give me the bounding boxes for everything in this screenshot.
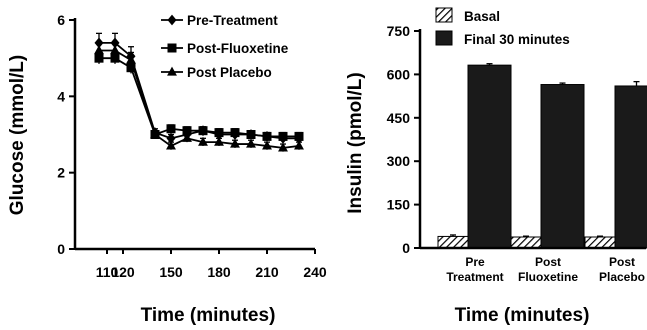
glucose-y-tick-label: 2 [57, 165, 65, 181]
insulin-category-label: Fluoxetine [518, 270, 578, 284]
glucose-data-point [294, 131, 304, 141]
glucose-x-tick-label: 110 [96, 264, 119, 280]
glucose-data-point [278, 131, 288, 141]
glucose-data-point [214, 128, 224, 138]
glucose-data-point [166, 124, 176, 134]
glucose-data-point [166, 132, 176, 144]
insulin-y-tick-label: 600 [387, 66, 411, 82]
glucose-data-point [198, 126, 208, 136]
glucose-legend-marker [167, 14, 177, 26]
glucose-legend-marker [167, 66, 177, 76]
glucose-x-tick-label: 210 [255, 264, 279, 280]
glucose-data-point [110, 45, 120, 55]
insulin-bar-chart: 0150300450600750PreTreatmentPostFluoxeti… [345, 7, 647, 326]
glucose-data-point [230, 128, 240, 138]
insulin-bar [510, 236, 542, 249]
glucose-data-point [182, 132, 192, 142]
glucose-y-tick-label: 6 [57, 12, 65, 28]
glucose-series-2 [94, 42, 304, 152]
insulin-y-axis-title: Insulin (pmol/L) [345, 72, 366, 213]
insulin-category-label: Treatment [446, 270, 503, 284]
insulin-category-label: Post [609, 255, 635, 269]
glucose-data-point [150, 129, 160, 139]
insulin-y-tick-label: 0 [402, 240, 410, 256]
glucose-y-tick-label: 0 [57, 241, 65, 257]
insulin-y-tick-label: 750 [387, 23, 411, 39]
glucose-data-point [198, 136, 208, 146]
glucose-legend-label: Post Placebo [187, 65, 272, 80]
glucose-data-point [182, 126, 192, 136]
glucose-data-point [262, 131, 272, 141]
insulin-bar [584, 236, 616, 249]
insulin-y-tick-label: 300 [387, 153, 411, 169]
insulin-legend-label: Final 30 minutes [464, 32, 570, 47]
insulin-bar [467, 64, 512, 249]
glucose-data-point [214, 136, 224, 146]
glucose-x-axis-title: Time (minutes) [141, 305, 276, 326]
insulin-y-tick-label: 150 [387, 197, 411, 213]
glucose-data-point [166, 140, 176, 150]
glucose-x-tick-label: 150 [159, 264, 183, 280]
glucose-data-point [230, 138, 240, 148]
insulin-bar [437, 235, 469, 249]
insulin-category-label: Post [535, 255, 561, 269]
insulin-legend-swatch [435, 30, 453, 46]
glucose-x-tick-label: 120 [111, 264, 135, 280]
insulin-bar [540, 84, 585, 249]
glucose-legend-label: Post-Fluoxetine [187, 41, 289, 56]
glucose-y-axis-title: Glucose (mmol/L) [7, 55, 28, 215]
glucose-data-point [262, 140, 272, 150]
insulin-legend: Basal Final 30 minutes [435, 7, 570, 47]
insulin-legend-label: Basal [464, 9, 500, 24]
insulin-legend-swatch [435, 7, 453, 23]
glucose-legend-label: Pre-Treatment [187, 13, 278, 28]
glucose-data-point [294, 140, 304, 150]
glucose-y-tick-label: 4 [57, 88, 65, 104]
glucose-data-point [246, 130, 256, 139]
insulin-category-label: Pre [465, 255, 485, 269]
glucose-data-point [246, 138, 256, 148]
glucose-data-point [278, 142, 288, 152]
glucose-x-tick-label: 180 [207, 264, 231, 280]
glucose-data-point [126, 54, 136, 64]
glucose-x-tick-label: 240 [303, 264, 327, 280]
insulin-x-axis-title: Time (minutes) [455, 305, 590, 326]
glucose-legend-marker [167, 43, 177, 53]
glucose-data-point [94, 45, 104, 55]
glucose-legend: Pre-Treatment Post-Fluoxetine Post Placebo [161, 13, 289, 80]
insulin-bar [614, 85, 647, 249]
insulin-y-tick-label: 450 [387, 110, 411, 126]
insulin-category-label: Placebo [599, 270, 645, 284]
